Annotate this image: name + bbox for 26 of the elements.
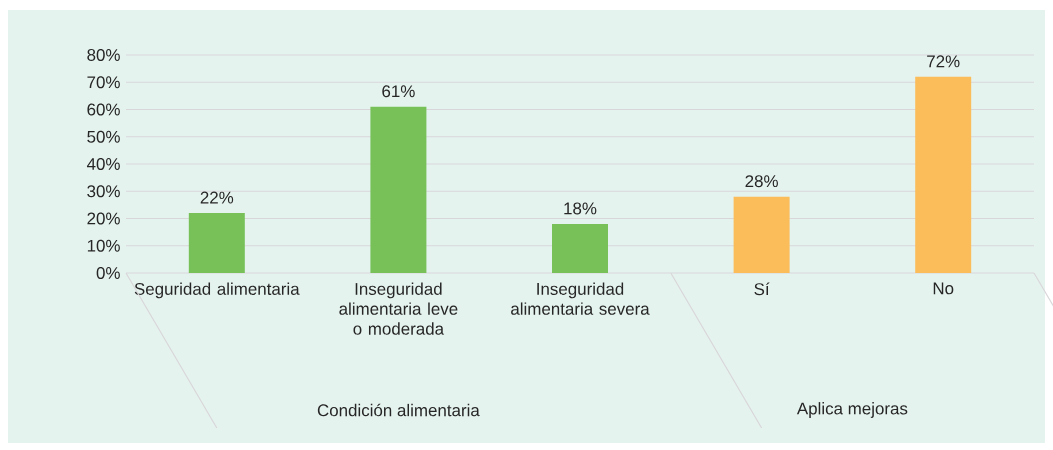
bar <box>915 76 972 273</box>
y-tick-label: 70% <box>87 76 120 89</box>
x-tick-label: Inseguridad alimentaria severa <box>511 282 650 315</box>
data-label: 22% <box>200 191 234 204</box>
bar <box>188 213 245 273</box>
text: Condición alimentaria <box>317 403 480 417</box>
bar <box>370 106 427 273</box>
data-label: 61% <box>382 85 415 98</box>
y-tick-label: 40% <box>86 157 120 170</box>
text: Aplica mejoras <box>796 402 908 418</box>
data-label: 72% <box>927 55 960 68</box>
bar <box>733 196 790 273</box>
x-tick-label: Sí <box>754 282 770 296</box>
data-label: 18% <box>564 202 597 215</box>
y-tick-label: 30% <box>87 185 120 198</box>
y-tick-label: 10% <box>87 239 120 252</box>
bar <box>552 223 609 273</box>
y-tick-label: 0% <box>96 266 120 279</box>
y-tick-label: 50% <box>87 130 120 143</box>
data-label: 28% <box>745 175 778 188</box>
x-tick-label: Seguridad alimentaria <box>134 282 300 299</box>
y-tick-label: 60% <box>87 103 120 116</box>
x-tick-label: No <box>933 282 954 295</box>
y-tick-label: 80% <box>87 49 120 61</box>
x-tick-label: Inseguridad alimentaria leve o moderada <box>339 282 458 335</box>
y-tick-label: 20% <box>87 212 120 225</box>
